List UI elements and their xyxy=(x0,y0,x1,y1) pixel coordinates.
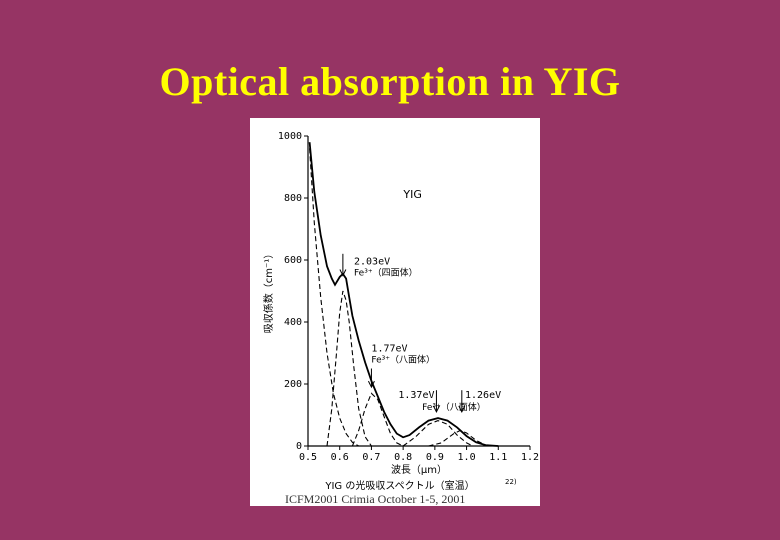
annotation-energy-label: 1.37eV xyxy=(398,390,434,401)
annotation-arrow-head xyxy=(458,405,466,414)
series-line-component-4 xyxy=(402,420,474,447)
x-tick-label: 0.6 xyxy=(331,452,349,463)
absorption-chart: 0 200 400 600 800 1000 0.5 0.6 0.7 0.8 0.9 1.0 1.1 1.… xyxy=(262,131,539,492)
series-line-component-2 xyxy=(326,290,372,447)
annotation-arrow-head xyxy=(339,269,347,277)
x-tick-label: 0.9 xyxy=(426,452,444,463)
chart-title: YIG xyxy=(402,188,422,201)
annotation-energy-label: 1.26eV xyxy=(465,390,501,401)
annotation-energy-label: 2.03eV xyxy=(354,257,390,268)
slide-title: Optical absorption in YIG xyxy=(159,59,621,104)
x-tick-label: 0.5 xyxy=(299,452,317,463)
series-line-component-3 xyxy=(351,392,404,447)
y-tick-label: 1000 xyxy=(278,131,302,142)
x-tick-label: 1.1 xyxy=(489,452,507,463)
x-tick-label: 1.2 xyxy=(521,452,539,463)
footer-text: ICFM2001 Crimia October 1-5, 2001 xyxy=(285,492,466,506)
figure-caption-reference: 22) xyxy=(505,478,517,486)
y-tick-label: 200 xyxy=(284,379,302,390)
annotation-arrow-head xyxy=(432,405,440,414)
y-tick-label: 600 xyxy=(284,255,302,266)
annotation-arrow-head xyxy=(367,380,375,389)
y-tick-label: 800 xyxy=(284,193,302,204)
annotation-site-label: Fe³⁺（八面体） xyxy=(422,401,486,413)
annotation-site-label: Fe³⁺（四面体） xyxy=(354,267,418,279)
series-line-total xyxy=(308,142,499,447)
x-tick-label: 1.0 xyxy=(458,452,476,463)
x-tick-label: 0.8 xyxy=(394,452,412,463)
annotation-energy-label: 1.77eV xyxy=(371,343,407,354)
x-tick-label: 0.7 xyxy=(362,452,380,463)
y-tick-label: 0 xyxy=(296,441,302,452)
figure-panel: 0 200 400 600 800 1000 0.5 0.6 0.7 0.8 0.9 1.0 1.1 1.… xyxy=(250,118,540,506)
series-line-component-1 xyxy=(309,148,359,447)
y-axis-label: 吸収係数（cm⁻¹） xyxy=(262,249,275,334)
x-axis-label: 波長（μm） xyxy=(391,463,447,476)
y-tick-label: 400 xyxy=(284,317,302,328)
figure-caption: YIG の光吸収スペクトル（室温） xyxy=(324,479,474,492)
annotation-site-label: Fe³⁺（八面体） xyxy=(371,353,435,365)
